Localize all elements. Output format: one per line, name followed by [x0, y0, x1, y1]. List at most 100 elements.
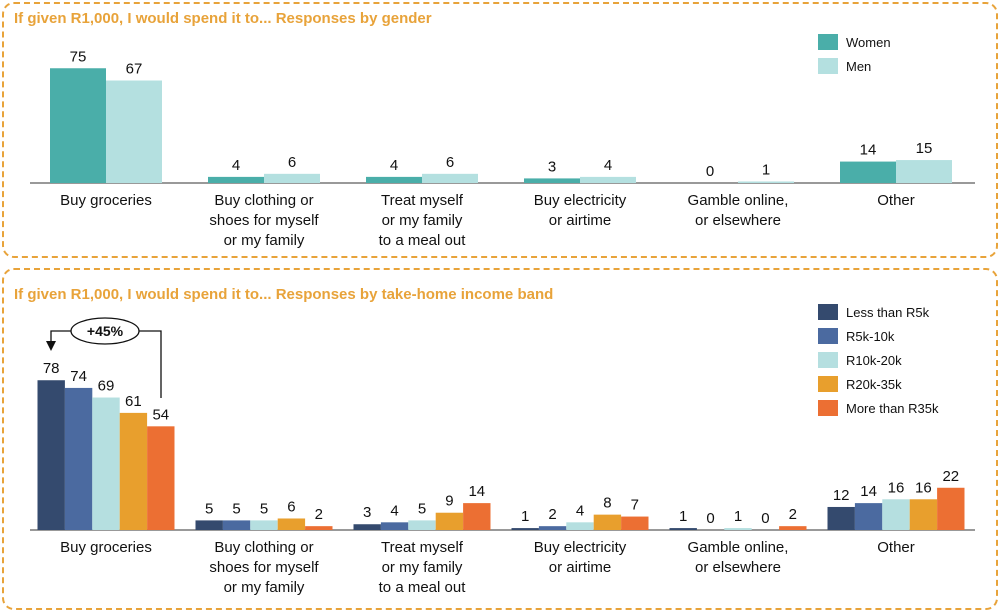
data-label: 16 [888, 479, 905, 496]
data-label: 2 [548, 506, 556, 523]
bar [305, 526, 333, 530]
bar [250, 520, 278, 530]
bar [119, 412, 148, 530]
annotation-text: +45% [87, 323, 124, 339]
data-label: 16 [915, 479, 932, 496]
data-label: 4 [390, 502, 398, 519]
category-label: Gamble online, [688, 192, 789, 209]
bar [854, 503, 883, 530]
category-label: or airtime [549, 212, 612, 229]
data-label: 1 [679, 508, 687, 525]
category-label: shoes for myself [209, 559, 319, 576]
category-label: Other [877, 539, 915, 556]
data-label: 4 [390, 157, 398, 174]
bar [208, 176, 264, 183]
data-label: 14 [860, 142, 877, 159]
bar [827, 506, 855, 530]
bar [366, 176, 422, 183]
category-label: or elsewhere [695, 212, 781, 229]
bar [593, 514, 622, 530]
bar [277, 518, 306, 530]
bar [147, 426, 175, 530]
arrow-icon [46, 341, 56, 351]
gender-chart-panel [2, 2, 998, 258]
annotation-line [50, 330, 71, 342]
data-label: 4 [232, 157, 240, 174]
data-label: 9 [445, 493, 453, 510]
category-label: Buy clothing or [214, 192, 313, 209]
legend-label: Men [846, 59, 871, 74]
legend-swatch [818, 376, 838, 392]
gender-chart-title: If given R1,000, I would spend it to... … [14, 10, 432, 27]
legend-swatch [818, 304, 838, 320]
legend-label: R10k-20k [846, 353, 902, 368]
data-label: 22 [942, 468, 959, 485]
data-label: 5 [260, 500, 268, 517]
bar [222, 520, 251, 530]
bar [566, 522, 594, 530]
category-label: or my family [224, 232, 305, 249]
data-label: 6 [446, 154, 454, 171]
data-label: 6 [287, 498, 295, 515]
data-label: 3 [548, 158, 556, 175]
category-label: to a meal out [379, 232, 467, 249]
legend-label: Women [846, 35, 891, 50]
data-label: 74 [70, 368, 87, 385]
data-label: 75 [70, 48, 87, 65]
legend-swatch [818, 34, 838, 50]
bar [524, 178, 580, 183]
category-label: Buy electricity [534, 539, 627, 556]
data-label: 54 [152, 406, 169, 423]
category-label: Buy groceries [60, 192, 152, 209]
legend-swatch [818, 58, 838, 74]
data-label: 15 [916, 140, 933, 157]
bar [422, 173, 478, 183]
bar [463, 503, 491, 530]
data-label: 6 [288, 154, 296, 171]
category-label: or elsewhere [695, 559, 781, 576]
category-label: shoes for myself [209, 212, 319, 229]
bar [538, 526, 567, 530]
annotation-line [139, 330, 162, 398]
bar [511, 528, 539, 530]
category-label: or airtime [549, 559, 612, 576]
category-label: Buy electricity [534, 192, 627, 209]
data-label: 4 [576, 502, 584, 519]
legend-label: R20k-35k [846, 377, 902, 392]
bar [669, 528, 697, 530]
data-label: 0 [706, 510, 714, 527]
category-label: or my family [224, 579, 305, 596]
bar [840, 161, 896, 183]
category-label: Treat myself [381, 539, 464, 556]
legend-label: R5k-10k [846, 329, 895, 344]
data-label: 78 [43, 360, 60, 377]
bar [408, 520, 436, 530]
data-label: 3 [363, 504, 371, 521]
legend-swatch [818, 400, 838, 416]
data-label: 7 [631, 497, 639, 514]
data-label: 5 [232, 500, 240, 517]
bar [106, 80, 162, 183]
bar [580, 176, 636, 183]
bar [64, 387, 93, 530]
category-label: Treat myself [381, 192, 464, 209]
data-label: 61 [125, 393, 142, 410]
category-label: Buy groceries [60, 539, 152, 556]
bar [779, 526, 807, 530]
data-label: 1 [762, 161, 770, 178]
bar [435, 512, 464, 530]
data-label: 0 [706, 163, 714, 180]
category-label: or my family [382, 559, 463, 576]
data-label: 14 [860, 483, 877, 500]
bar [50, 68, 106, 183]
legend-swatch [818, 352, 838, 368]
bar [380, 522, 409, 530]
legend-label: Less than R5k [846, 305, 930, 320]
bar [353, 524, 381, 530]
income-chart-panel [2, 268, 998, 610]
category-label: Buy clothing or [214, 539, 313, 556]
data-label: 2 [789, 506, 797, 523]
bar [264, 173, 320, 183]
data-label: 5 [205, 500, 213, 517]
